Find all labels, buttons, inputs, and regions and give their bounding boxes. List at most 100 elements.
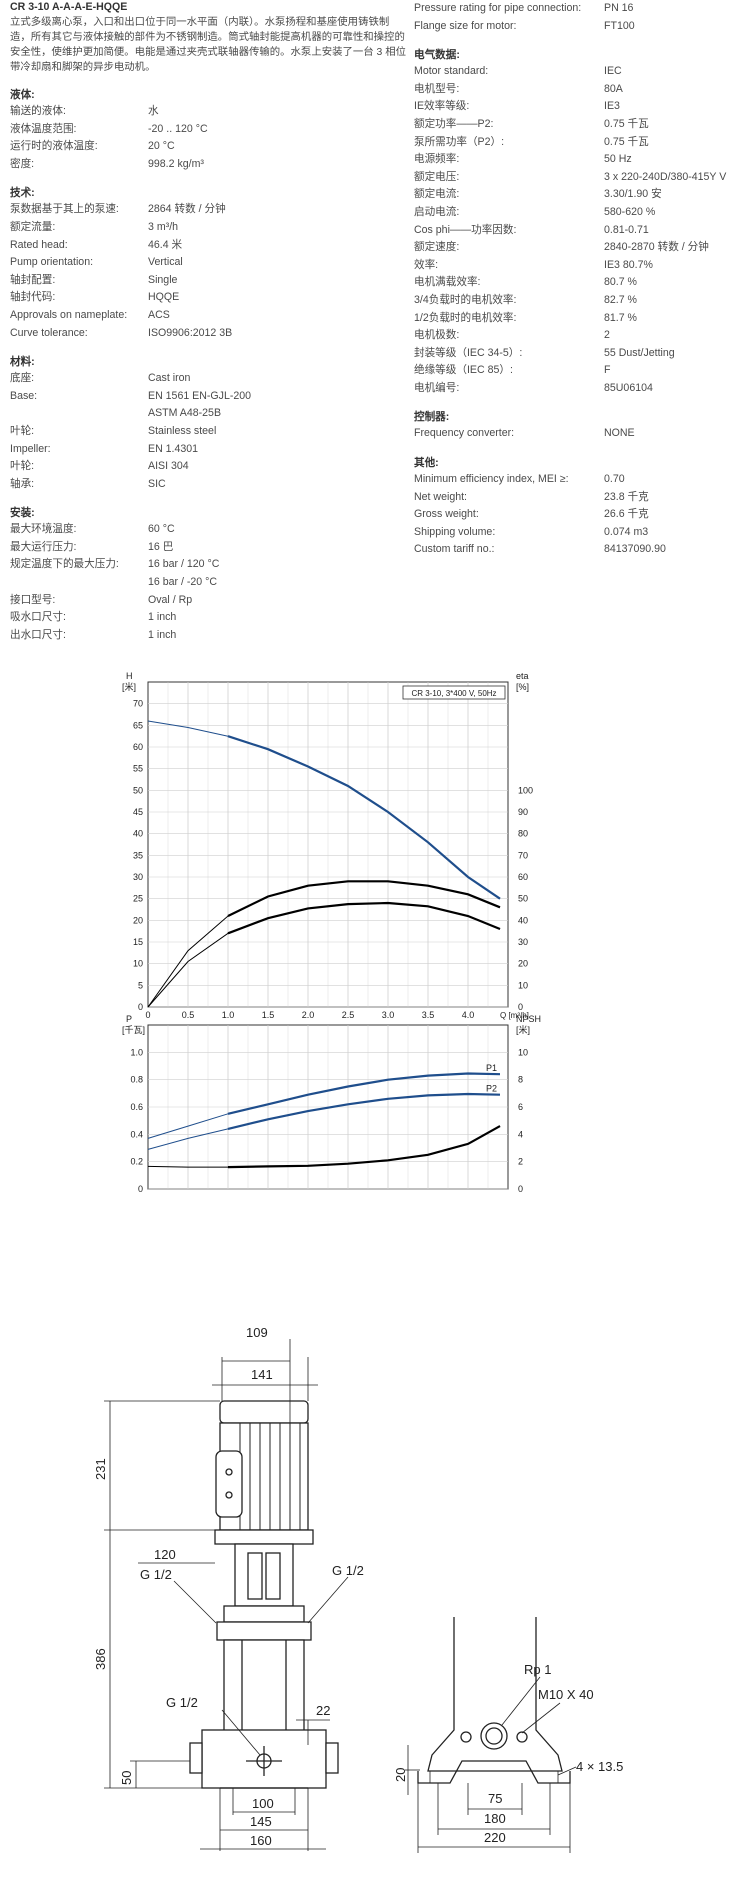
spec-key: Pressure rating for pipe connection: (414, 2, 582, 14)
spec-key: Impeller: (10, 442, 51, 455)
spec-row: Frequency converter: NONE (414, 425, 744, 443)
y-axis-label-left-unit: [千瓦] (122, 1025, 145, 1035)
label-g12-left: G 1/2 (140, 1567, 172, 1582)
spec-value: ASTM A48-25B (148, 407, 222, 420)
spec-value: 2840-2870 转数 / 分钟 (604, 241, 709, 254)
spec-row: 电源频率: 50 Hz (414, 151, 744, 169)
spec-key: 启动电流: (414, 205, 460, 218)
spec-key: 额定电流: (414, 188, 460, 201)
x-tick: 2.5 (342, 1010, 355, 1020)
spec-key: 输送的液体: (10, 105, 66, 117)
spec-value: 16 巴 (148, 540, 174, 553)
section-heading-liquid: 液体: (10, 89, 35, 101)
dim-220: 220 (484, 1830, 506, 1845)
spec-row: ASTM A48-25B (10, 405, 408, 423)
series-line-operating (227, 1092, 501, 1130)
spec-value: 16 bar / 120 °C (148, 558, 220, 571)
label-m10: M10 X 40 (538, 1687, 594, 1702)
spec-row: Approvals on nameplate: ACS (10, 307, 408, 325)
spec-row: 额定流量: 3 m³/h (10, 219, 408, 237)
series-line-operating (227, 1072, 501, 1115)
spec-key: Frequency converter: (414, 427, 515, 440)
y-axis-label-right: eta (516, 672, 529, 681)
spec-key: Curve tolerance: (10, 326, 88, 339)
spec-value: EN 1561 EN-GJL-200 (148, 389, 252, 402)
spec-key: 泵数据基于其上的泵速: (10, 203, 119, 216)
spec-value: 0.074 m3 (604, 525, 649, 538)
y-tick-left: 70 (133, 699, 143, 709)
x-tick: 3.0 (382, 1010, 395, 1020)
dim-75: 75 (488, 1791, 502, 1806)
spec-key: 电源频率: (414, 153, 460, 166)
y-tick-left: 60 (133, 742, 143, 752)
y-tick-left: 0 (138, 1002, 143, 1012)
spec-key: Flange size for motor: (414, 19, 517, 32)
spec-key: 出水口尺寸: (10, 628, 66, 641)
dim-120: 120 (154, 1547, 176, 1562)
spec-value: 580-620 % (604, 205, 656, 218)
spec-value: 0.70 (604, 473, 625, 486)
spec-key: 轴封代码: (10, 291, 56, 304)
spec-row: Net weight: 23.8 千克 (414, 489, 744, 507)
y-tick-right: 50 (518, 894, 528, 904)
spec-key: Minimum efficiency index, MEI ≥: (414, 473, 569, 486)
spec-value: 80A (604, 82, 623, 95)
spec-key: 电机型号: (414, 82, 460, 95)
spec-row: Base: EN 1561 EN-GJL-200 (10, 388, 408, 406)
spec-key: 最大运行压力: (10, 540, 77, 553)
spec-value: HQQE (148, 291, 180, 304)
spec-row: 密度: 998.2 kg/m³ (10, 156, 408, 174)
x-tick: 1.0 (222, 1010, 235, 1020)
spec-key: Custom tariff no.: (414, 543, 495, 556)
spec-row: 电机满载效率: 80.7 % (414, 274, 744, 292)
spec-value: 0.81-0.71 (604, 223, 649, 236)
spec-value: 1 inch (148, 628, 177, 641)
label-holes: 4 × 13.5 (576, 1759, 623, 1774)
spec-value: Stainless steel (148, 424, 217, 437)
y-tick-right: 8 (518, 1075, 523, 1085)
spec-key: 3/4负载时的电机效率: (414, 293, 517, 306)
spec-row: Rated head: 46.4 米 (10, 237, 408, 255)
spec-key: 封装等级（IEC 34-5）: (414, 346, 523, 359)
side-view-housing (427, 1617, 563, 1772)
spec-value: 20 °C (148, 140, 175, 153)
spec-row: 底座: Cast iron (10, 370, 408, 388)
label-rp1: Rp 1 (524, 1662, 551, 1677)
section-heading-tech: 技术: (10, 187, 35, 200)
tech-table: 泵数据基于其上的泵速: 2864 转数 / 分钟 额定流量: 3 m³/h Rated … (10, 201, 408, 342)
spec-value: Vertical (148, 256, 183, 269)
y-tick-right: 0 (518, 1184, 523, 1194)
chart-legend-text: CR 3-10, 3*400 V, 50Hz (411, 689, 496, 698)
motor-fan-cover (219, 1400, 309, 1424)
spec-row: Pressure rating for pipe connection: PN 1… (414, 0, 744, 18)
spec-value: 82.7 % (604, 293, 637, 306)
spec-row: Impeller: EN 1.4301 (10, 441, 408, 459)
spec-value: 23.8 千克 (604, 490, 649, 503)
spec-value: Oval / Rp (148, 593, 193, 606)
spec-row: 额定电流: 3.30/1.90 安 (414, 186, 744, 204)
spec-value: F (604, 364, 611, 377)
spec-value: 2 (604, 329, 610, 342)
spec-key: 轴封配置: (10, 273, 56, 286)
y-tick-right: 100 (518, 785, 533, 795)
dim-145: 145 (250, 1814, 272, 1829)
spec-value: IEC (604, 65, 622, 78)
y-axis-label-right-unit: [米] (516, 1024, 530, 1035)
spec-value: ACS (148, 308, 170, 321)
spec-row: 最大环境温度: 60 °C (10, 521, 408, 539)
dimension-drawing: 109 141 231 120 386 50 22 100 145 160 G … (93, 1325, 623, 1853)
spec-key: 运行时的液体温度: (10, 140, 98, 153)
spec-key: 电机满载效率: (414, 276, 481, 289)
spec-row: Motor standard: IEC (414, 63, 744, 81)
dim-20: 20 (393, 1768, 408, 1782)
spec-row: 运行时的液体温度: 20 °C (10, 138, 408, 156)
y-tick-left: 65 (133, 720, 143, 730)
install-table: 最大环境温度: 60 °C 最大运行压力: 16 巴规定温度下的最大压力: 16 bar… (10, 521, 408, 644)
spec-row: 轴封配置: Single (10, 272, 408, 290)
series-label: P1 (486, 1063, 497, 1073)
spec-value: NONE (604, 427, 635, 440)
y-tick-right: 70 (518, 850, 528, 860)
y-tick-right: 4 (518, 1129, 523, 1139)
dim-180: 180 (484, 1811, 506, 1826)
spec-key: 泵所需功率（P2）: (414, 135, 505, 148)
